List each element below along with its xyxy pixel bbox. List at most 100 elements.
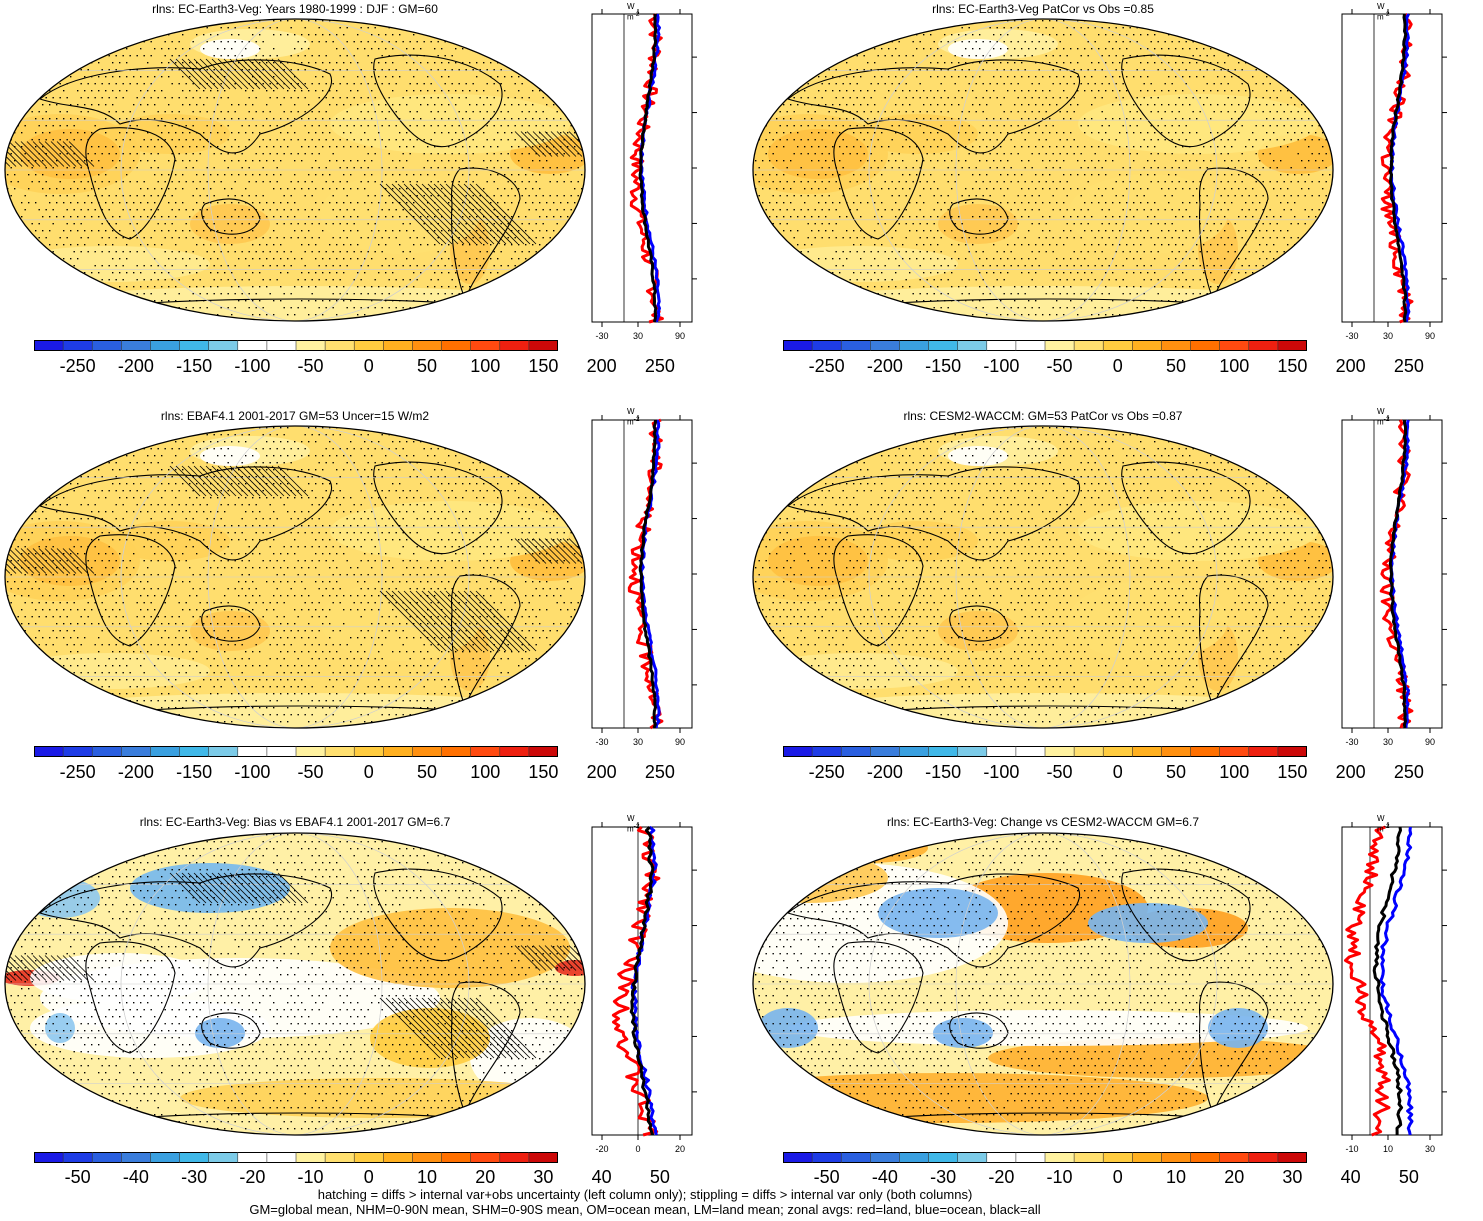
map-title: rlns: EC-Earth3-Veg PatCor vs Obs =0.85 bbox=[932, 2, 1154, 16]
map-anomaly-patch bbox=[200, 446, 260, 466]
colorbar-tick-label: -40 bbox=[122, 1167, 149, 1187]
colorbar-bin bbox=[208, 1152, 239, 1163]
coastline bbox=[1121, 868, 1251, 962]
colorbar-bin bbox=[237, 1152, 268, 1163]
coastline bbox=[38, 466, 333, 561]
colorbar-bin bbox=[928, 1152, 959, 1163]
map-anomaly-patch bbox=[758, 246, 958, 282]
zonal-unit: W m-2 bbox=[1377, 407, 1390, 427]
colorbar-bin bbox=[296, 746, 326, 757]
colorbar-bin bbox=[783, 1152, 813, 1163]
coastline bbox=[85, 127, 176, 240]
map-field bbox=[753, 19, 1333, 321]
zonal-xtick-label: 30 bbox=[1425, 1144, 1435, 1154]
colorbar-tick-label: -50 bbox=[64, 1167, 91, 1187]
graticule-meridian bbox=[207, 426, 383, 728]
coastline bbox=[786, 873, 1081, 968]
colorbar-tick-label: -30 bbox=[181, 1167, 208, 1187]
colorbar-bin bbox=[528, 746, 558, 757]
colorbar-bin bbox=[1248, 1152, 1279, 1163]
colorbar-tick-label: -100 bbox=[234, 356, 271, 376]
colorbar-bin bbox=[325, 746, 355, 757]
coastline bbox=[786, 59, 1081, 154]
map-anomaly-patch bbox=[788, 693, 1308, 728]
zonal-xtick-label: 90 bbox=[1425, 331, 1435, 341]
zonal-xtick-label: -10 bbox=[1345, 1144, 1358, 1154]
colorbar-bin bbox=[121, 340, 151, 351]
map-title: rlns: CESM2-WACCM: GM=53 PatCor vs Obs =… bbox=[903, 409, 1183, 423]
colorbar-bin bbox=[1103, 746, 1133, 757]
colorbar-tick-label: 0 bbox=[1112, 762, 1123, 782]
map-anomaly-patch bbox=[788, 1010, 1308, 1046]
colorbar bbox=[783, 746, 1307, 757]
colorbar-bin bbox=[812, 746, 842, 757]
colorbar-tick-label: -250 bbox=[59, 762, 96, 782]
zonal-xtick-label: -20 bbox=[595, 1144, 608, 1154]
colorbar-bin bbox=[208, 746, 239, 757]
map-field bbox=[5, 19, 585, 321]
colorbar-bin bbox=[528, 340, 558, 351]
coastline bbox=[373, 461, 503, 555]
colorbar-bin bbox=[325, 340, 355, 351]
coastline bbox=[833, 534, 924, 647]
colorbar-tick-label: 250 bbox=[644, 356, 675, 376]
colorbar-tick-label: -100 bbox=[983, 356, 1020, 376]
map-anomaly-patch bbox=[190, 204, 270, 244]
colorbar-bin bbox=[1161, 1152, 1192, 1163]
colorbar-tick-label: -50 bbox=[297, 762, 324, 782]
colorbar bbox=[783, 1152, 1307, 1163]
colorbar-bin bbox=[928, 340, 959, 351]
colorbar-bin bbox=[150, 1152, 181, 1163]
colorbar-bin bbox=[841, 1152, 871, 1163]
zonal-unit: W m-2 bbox=[1377, 2, 1390, 22]
colorbar-bin bbox=[441, 746, 472, 757]
coastline bbox=[85, 941, 176, 1054]
footer-line-2: GM=global mean, NHM=0-90N mean, SHM=0-90… bbox=[249, 1202, 1041, 1217]
colorbar bbox=[783, 340, 1307, 351]
colorbar-bin bbox=[383, 1152, 413, 1163]
map-abs-obs bbox=[4, 425, 586, 729]
zonal-mean-plot: -30309060N30N030S60S bbox=[1341, 9, 1447, 341]
map-anomaly-patch bbox=[40, 693, 560, 728]
zonal-series-all bbox=[1388, 13, 1408, 323]
map-field bbox=[5, 833, 585, 1135]
colorbar-tick-label: 150 bbox=[1277, 762, 1308, 782]
colorbar-bin bbox=[1277, 1152, 1307, 1163]
colorbar-bin bbox=[354, 746, 384, 757]
coastline bbox=[949, 198, 1009, 235]
colorbar-bin bbox=[63, 1152, 93, 1163]
colorbar-bin bbox=[121, 1152, 151, 1163]
coastline bbox=[1121, 54, 1251, 148]
colorbar-bin bbox=[1132, 746, 1162, 757]
map-anomaly-patch bbox=[768, 536, 868, 586]
zonal-unit: W m-2 bbox=[627, 2, 640, 22]
graticule-meridian bbox=[207, 19, 383, 321]
colorbar-tick-label: 50 bbox=[649, 1167, 670, 1187]
map-outline bbox=[4, 18, 586, 322]
footer-caption: hatching = diffs > internal var+obs unce… bbox=[0, 1187, 1290, 1217]
colorbar-tick-label: 150 bbox=[528, 356, 559, 376]
colorbar-tick-label: 100 bbox=[470, 762, 501, 782]
zonal-xtick-label: -30 bbox=[1345, 737, 1358, 747]
colorbar-bin bbox=[1015, 1152, 1046, 1163]
colorbar-bin bbox=[470, 1152, 501, 1163]
colorbar-tick-label: -250 bbox=[59, 356, 96, 376]
colorbar-tick-label: 0 bbox=[363, 356, 374, 376]
colorbar-bin bbox=[1074, 1152, 1104, 1163]
map-anomaly-patch bbox=[758, 653, 958, 689]
colorbar-bin bbox=[1045, 1152, 1075, 1163]
colorbar-bin bbox=[986, 746, 1017, 757]
map-anomaly-patch bbox=[130, 863, 290, 913]
hatching bbox=[5, 872, 585, 1059]
map-abs-model bbox=[4, 18, 586, 322]
map-anomaly-patch bbox=[1208, 1008, 1268, 1048]
colorbar-tick-label: 250 bbox=[1393, 356, 1424, 376]
graticule-meridian bbox=[955, 426, 1131, 728]
graticule-meridian bbox=[955, 833, 1131, 1135]
map-anomaly-patch bbox=[758, 1008, 818, 1048]
colorbar-tick-label: 150 bbox=[1277, 356, 1308, 376]
colorbar-bin bbox=[266, 1152, 297, 1163]
colorbar-bin bbox=[986, 1152, 1017, 1163]
zonal-xtick-label: 30 bbox=[1383, 331, 1393, 341]
zonal-series-all bbox=[1372, 826, 1404, 1135]
